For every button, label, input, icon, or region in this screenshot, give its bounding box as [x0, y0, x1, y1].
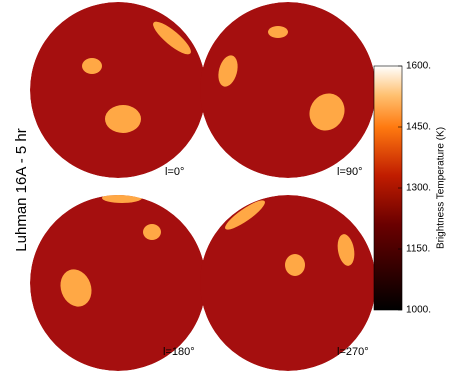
panel-label: l=180° — [163, 346, 195, 358]
spot — [102, 195, 142, 203]
globe — [30, 2, 206, 178]
globe — [200, 2, 376, 178]
colorbar-tick-label: 1300. — [406, 183, 431, 194]
globe-panel — [30, 195, 206, 371]
spot — [105, 105, 141, 133]
panel-label: l=270° — [337, 346, 369, 358]
globe — [30, 195, 206, 371]
spot — [60, 269, 92, 307]
spot — [82, 58, 102, 74]
panel-label: l=90° — [337, 166, 363, 178]
spot — [268, 26, 288, 38]
spot — [225, 200, 265, 230]
spot — [309, 93, 345, 131]
globe — [200, 195, 376, 371]
spot — [285, 254, 305, 276]
panel-label: l=0° — [165, 166, 184, 178]
colorbar-label: Brightness Temperature (K) — [436, 127, 447, 249]
colorbar-tick-label: 1450. — [406, 122, 431, 133]
spot — [153, 21, 191, 55]
globe-panel — [200, 195, 376, 371]
colorbar-tick-label: 1000. — [406, 305, 431, 316]
globe-panel — [30, 2, 206, 178]
spot — [218, 55, 238, 87]
globe-panel — [200, 2, 376, 178]
colorbar-tick-label: 1600. — [406, 61, 431, 72]
colorbar — [373, 65, 403, 311]
spot — [143, 224, 161, 240]
spot — [337, 234, 355, 266]
colorbar-tick-label: 1150. — [406, 244, 430, 255]
figure-title: Luhman 16A - 5 hr — [13, 128, 30, 251]
